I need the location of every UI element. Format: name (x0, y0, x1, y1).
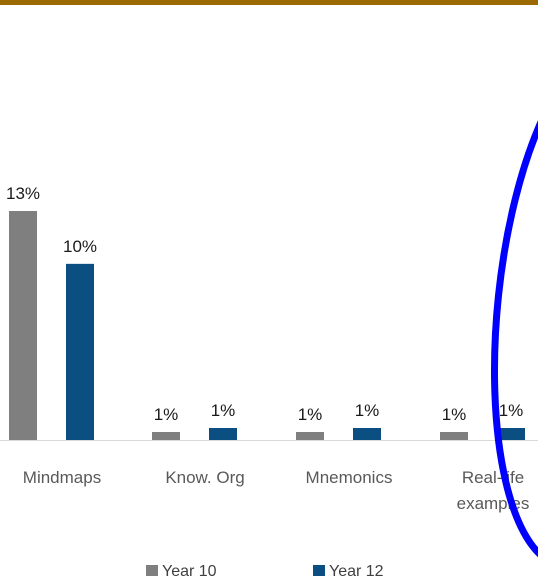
category-label-line: examples (457, 494, 530, 513)
bar-year-10-0 (9, 211, 37, 440)
category-label-line: Real-life (462, 468, 524, 487)
bar-year-12-1 (209, 428, 237, 440)
bar-year-10-1 (152, 432, 180, 440)
data-label-year-10-1: 1% (154, 405, 179, 424)
category-label-1: Know. Org (165, 468, 244, 487)
bar-year-12-0 (66, 263, 94, 440)
bar-year-12-2 (353, 428, 381, 440)
legend-label-0: Year 10 (162, 563, 217, 576)
category-label-2: Mnemonics (306, 468, 393, 487)
bar-year-12-3 (497, 428, 525, 440)
bar-year-10-3 (440, 432, 468, 440)
data-label-year-12-3: 1% (499, 401, 524, 420)
category-label-line: Know. Org (165, 468, 244, 487)
category-label-0: Mindmaps (23, 468, 101, 487)
top-accent-bar (0, 0, 538, 5)
legend-label-1: Year 12 (329, 563, 384, 576)
legend-swatch-0 (146, 565, 158, 576)
category-label-line: Mindmaps (23, 468, 101, 487)
data-label-year-12-1: 1% (211, 401, 236, 420)
bar-year-10-2 (296, 432, 324, 440)
data-label-year-10-0: 13% (6, 184, 40, 203)
data-label-year-12-2: 1% (355, 401, 380, 420)
category-label-line: Mnemonics (306, 468, 393, 487)
category-label-3: Real-life examples (457, 468, 530, 513)
data-label-year-10-3: 1% (442, 405, 467, 424)
annotation-ellipse (490, 40, 538, 570)
legend-swatch-1 (313, 565, 325, 576)
data-label-year-10-2: 1% (298, 405, 323, 424)
data-label-year-12-0: 10% (63, 237, 97, 256)
